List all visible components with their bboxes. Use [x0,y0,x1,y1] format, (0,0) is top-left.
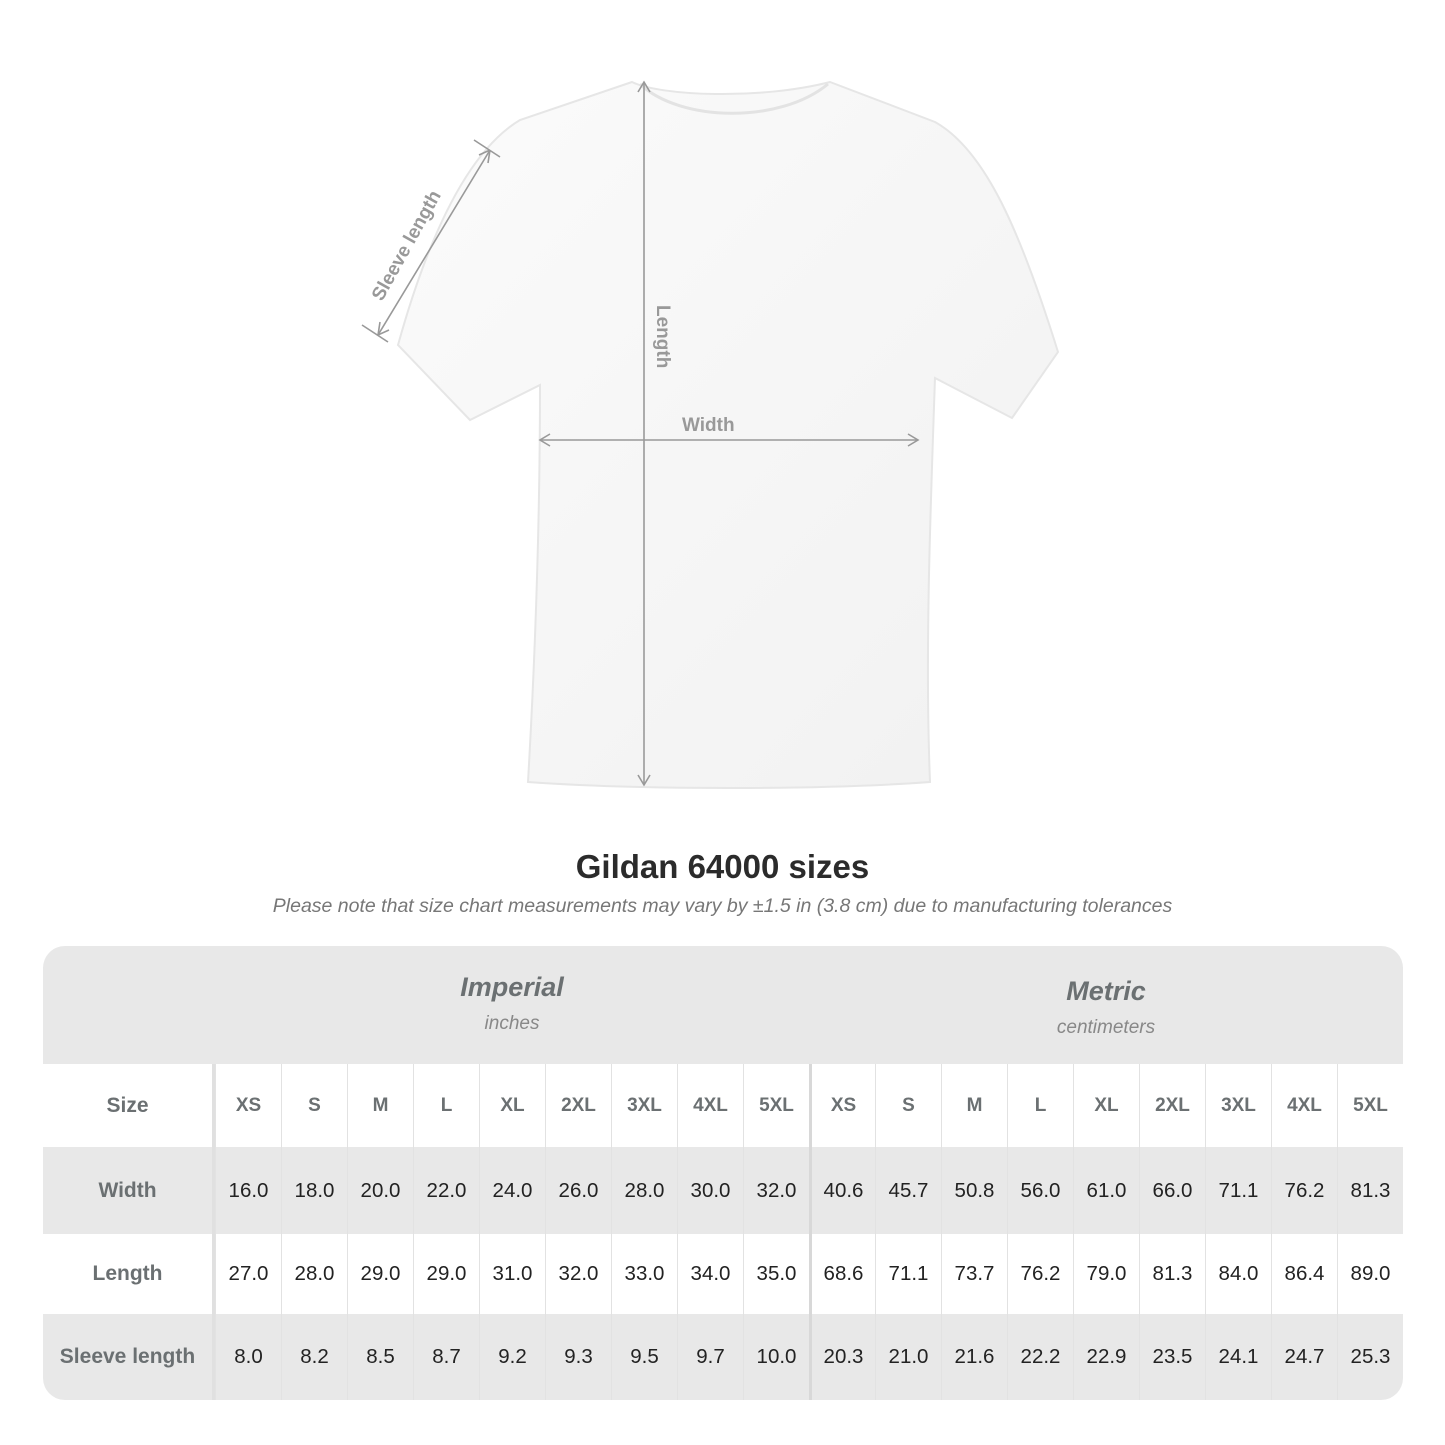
metric-cell: 21.6 [941,1314,1007,1400]
imperial-cell: 2XL [545,1064,611,1147]
tshirt-shape [396,80,1060,789]
imperial-cell: 9.3 [545,1314,611,1400]
imperial-cell: 28.0 [611,1147,677,1234]
imperial-cell: 34.0 [677,1234,743,1314]
imperial-cell: 9.2 [479,1314,545,1400]
imperial-cell: 35.0 [743,1234,809,1314]
imperial-cell: 24.0 [479,1147,545,1234]
metric-cell: 23.5 [1139,1314,1205,1400]
metric-cell: XL [1073,1064,1139,1147]
table-row: Width 16.0 18.0 20.0 22.0 24.0 26.0 28.0 30.0 32.… [43,1147,1403,1234]
sleeve-arrow [377,149,491,336]
collar [638,82,829,115]
imperial-cell: 8.0 [215,1314,281,1400]
imperial-cell: 8.5 [347,1314,413,1400]
metric-cell: 89.0 [1337,1234,1403,1314]
imperial-cell: 22.0 [413,1147,479,1234]
length-label: Length [652,305,673,368]
metric-cell: 4XL [1271,1064,1337,1147]
imperial-cell: 33.0 [611,1234,677,1314]
row-label: Sleeve length [43,1314,215,1400]
imperial-cell: M [347,1064,413,1147]
imperial-cell: S [281,1064,347,1147]
imperial-cell: 8.2 [281,1314,347,1400]
size-table: Imperial inches Metric centimeters Size X… [43,946,1403,1400]
metric-cell: 66.0 [1139,1147,1205,1234]
metric-header: Metric centimeters [809,946,1403,1064]
metric-cell: 3XL [1205,1064,1271,1147]
imperial-label: Imperial [460,972,564,1002]
metric-cell: 79.0 [1073,1234,1139,1314]
metric-cell: 22.9 [1073,1314,1139,1400]
metric-cell: 76.2 [1007,1234,1073,1314]
metric-cell: 22.2 [1007,1314,1073,1400]
metric-cell: 20.3 [809,1314,875,1400]
metric-cell: 5XL [1337,1064,1403,1147]
row-label: Length [43,1234,215,1314]
row-label: Size [43,1064,215,1147]
metric-cell: 84.0 [1205,1234,1271,1314]
metric-cell: 76.2 [1271,1147,1337,1234]
metric-cell: 40.6 [809,1147,875,1234]
imperial-cell: 32.0 [545,1234,611,1314]
imperial-cell: 30.0 [677,1147,743,1234]
imperial-header: Imperial inches [215,946,809,1064]
metric-cell: 50.8 [941,1147,1007,1234]
metric-cell: 21.0 [875,1314,941,1400]
imperial-cell: 3XL [611,1064,677,1147]
metric-cell: 45.7 [875,1147,941,1234]
metric-cell: 86.4 [1271,1234,1337,1314]
imperial-cell: XL [479,1064,545,1147]
page-title: Gildan 64000 sizes [575,848,870,885]
imperial-cell: 10.0 [743,1314,809,1400]
imperial-cell: 9.5 [611,1314,677,1400]
imperial-unit: inches [484,1013,540,1034]
table-row: Length 27.0 28.0 29.0 29.0 31.0 32.0 33.0 34.0 35… [43,1234,1403,1314]
metric-cell: 81.3 [1337,1147,1403,1234]
imperial-cell: 5XL [743,1064,809,1147]
imperial-cell: 4XL [677,1064,743,1147]
imperial-cell: 28.0 [281,1234,347,1314]
metric-cell: 24.1 [1205,1314,1271,1400]
width-label: Width [682,415,735,436]
metric-cell: 2XL [1139,1064,1205,1147]
imperial-cell: 20.0 [347,1147,413,1234]
metric-cell: 81.3 [1139,1234,1205,1314]
size-header-row: Size XS S M L XL 2XL 3XL 4XL 5XL XS S M L XL 2XL 3XL 4XL 5… [43,1064,1403,1147]
tshirt-diagram: Sleeve length Length Width [361,80,1060,789]
metric-cell: 71.1 [875,1234,941,1314]
imperial-cell: L [413,1064,479,1147]
metric-cell: 61.0 [1073,1147,1139,1234]
metric-cell: 24.7 [1271,1314,1337,1400]
metric-cell: S [875,1064,941,1147]
metric-cell: 56.0 [1007,1147,1073,1234]
imperial-cell: 9.7 [677,1314,743,1400]
table-row: Sleeve length 8.0 8.2 8.5 8.7 9.2 9.3 9.5 9.7 10.… [43,1314,1403,1400]
metric-unit: centimeters [1056,1017,1156,1038]
metric-cell: 71.1 [1205,1147,1271,1234]
imperial-cell: 32.0 [743,1147,809,1234]
metric-cell: 25.3 [1337,1314,1403,1400]
imperial-cell: 29.0 [347,1234,413,1314]
metric-cell: 73.7 [941,1234,1007,1314]
row-label: Width [43,1147,215,1234]
metric-cell: XS [809,1064,875,1147]
imperial-cell: 18.0 [281,1147,347,1234]
imperial-cell: 29.0 [413,1234,479,1314]
imperial-cell: 8.7 [413,1314,479,1400]
imperial-cell: 31.0 [479,1234,545,1314]
imperial-cell: XS [215,1064,281,1147]
tolerance-note: Please note that size chart measurements… [272,895,1173,917]
imperial-cell: 16.0 [215,1147,281,1234]
metric-label: Metric [1066,976,1146,1006]
imperial-cell: 26.0 [545,1147,611,1234]
metric-cell: 68.6 [809,1234,875,1314]
imperial-cell: 27.0 [215,1234,281,1314]
metric-cell: M [941,1064,1007,1147]
metric-cell: L [1007,1064,1073,1147]
